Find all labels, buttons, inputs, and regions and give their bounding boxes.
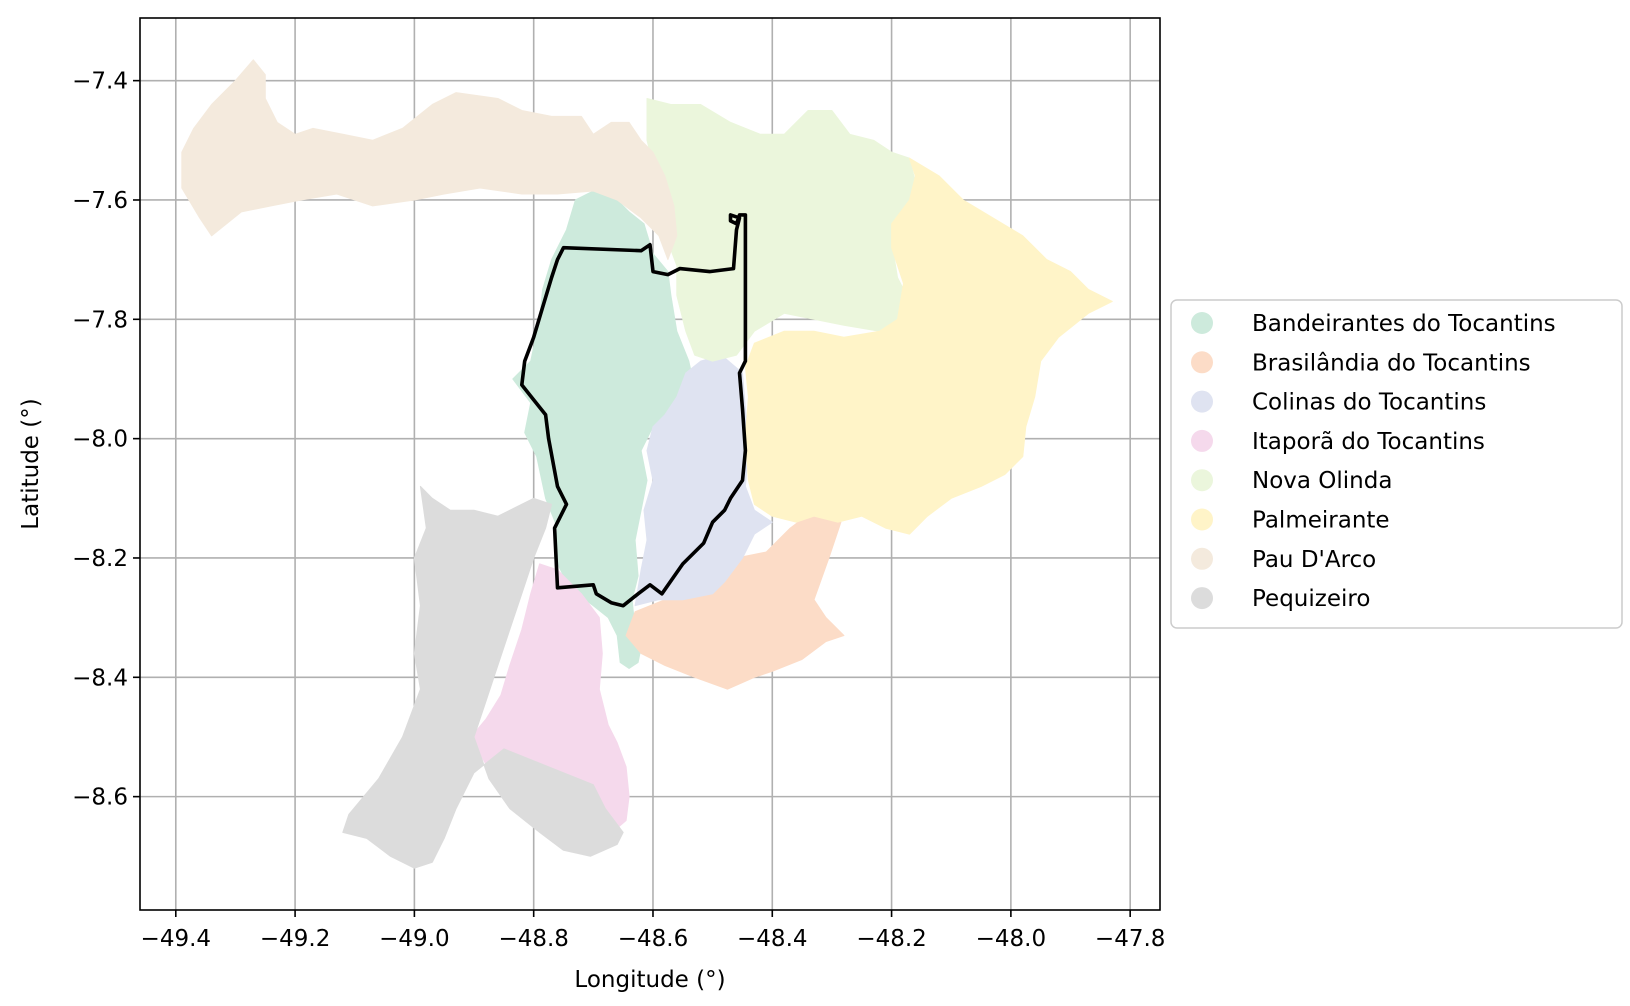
x-tick-label: −48.2	[856, 926, 926, 952]
legend-marker	[1191, 547, 1213, 570]
region-palmeirante	[744, 157, 1113, 535]
legend-label: Nova Olinda	[1252, 468, 1392, 494]
x-tick-label: −49.4	[141, 926, 211, 952]
region-pequizeiro	[342, 485, 624, 869]
legend-box	[1170, 299, 1623, 629]
legend-label: Palmeirante	[1252, 508, 1390, 534]
region-bandeirantes-do-tocantins	[512, 190, 696, 669]
x-tick-label: −48.0	[976, 926, 1046, 952]
legend-label: Itaporã do Tocantins	[1252, 429, 1485, 455]
legend-marker	[1191, 508, 1213, 531]
legend-marker	[1191, 351, 1213, 374]
x-axis-title: Longitude (°)	[574, 967, 725, 993]
x-tick-label: −48.6	[618, 926, 688, 952]
highlight-outline	[519, 213, 748, 608]
legend-label: Pau D'Arco	[1252, 547, 1376, 573]
plot-area	[139, 17, 1161, 911]
legend-label: Pequizeiro	[1252, 586, 1370, 612]
legend-marker	[1191, 312, 1213, 334]
legend-label: Brasilândia do Tocantins	[1252, 350, 1531, 376]
y-axis-title: Latitude (°)	[18, 398, 44, 529]
legend-marker	[1191, 429, 1213, 452]
y-tick-label: −8.6	[72, 785, 128, 811]
x-axis-ticks: −49.4 −49.2 −49.0 −48.8 −48.6 −48.4 −48.2 −48.0…	[141, 910, 1165, 952]
highlight-outline-group	[519, 213, 748, 608]
legend-label: Colinas do Tocantins	[1252, 390, 1486, 416]
y-tick-label: −8.0	[72, 427, 128, 453]
legend-marker	[1191, 469, 1213, 492]
legend-label: Bandeirantes do Tocantins	[1252, 311, 1556, 337]
y-axis-ticks: −7.4 −7.6 −7.8 −8.0 −8.2 −8.4 −8.6	[72, 69, 140, 811]
region-brasil-ndia-do-tocantins	[625, 509, 845, 690]
x-tick-label: −49.2	[260, 926, 330, 952]
x-tick-label: −48.4	[737, 926, 807, 952]
legend-marker	[1191, 390, 1213, 413]
legend-marker	[1191, 587, 1213, 610]
region-polygons	[181, 59, 1113, 869]
y-tick-label: −7.4	[72, 69, 128, 95]
y-tick-label: −7.6	[72, 188, 128, 214]
y-tick-label: −8.4	[72, 665, 128, 691]
axes-frame	[139, 17, 1161, 911]
legend: Bandeirantes do Tocantins Brasilândia do …	[1170, 299, 1623, 629]
x-tick-label: −49.0	[379, 926, 449, 952]
legend-items: Bandeirantes do Tocantins Brasilândia do …	[1191, 311, 1556, 612]
region-pau-d-arco	[181, 59, 678, 261]
y-tick-label: −7.8	[72, 307, 128, 333]
x-tick-label: −48.8	[498, 926, 568, 952]
x-tick-label: −47.8	[1095, 926, 1165, 952]
y-tick-label: −8.2	[72, 546, 128, 572]
